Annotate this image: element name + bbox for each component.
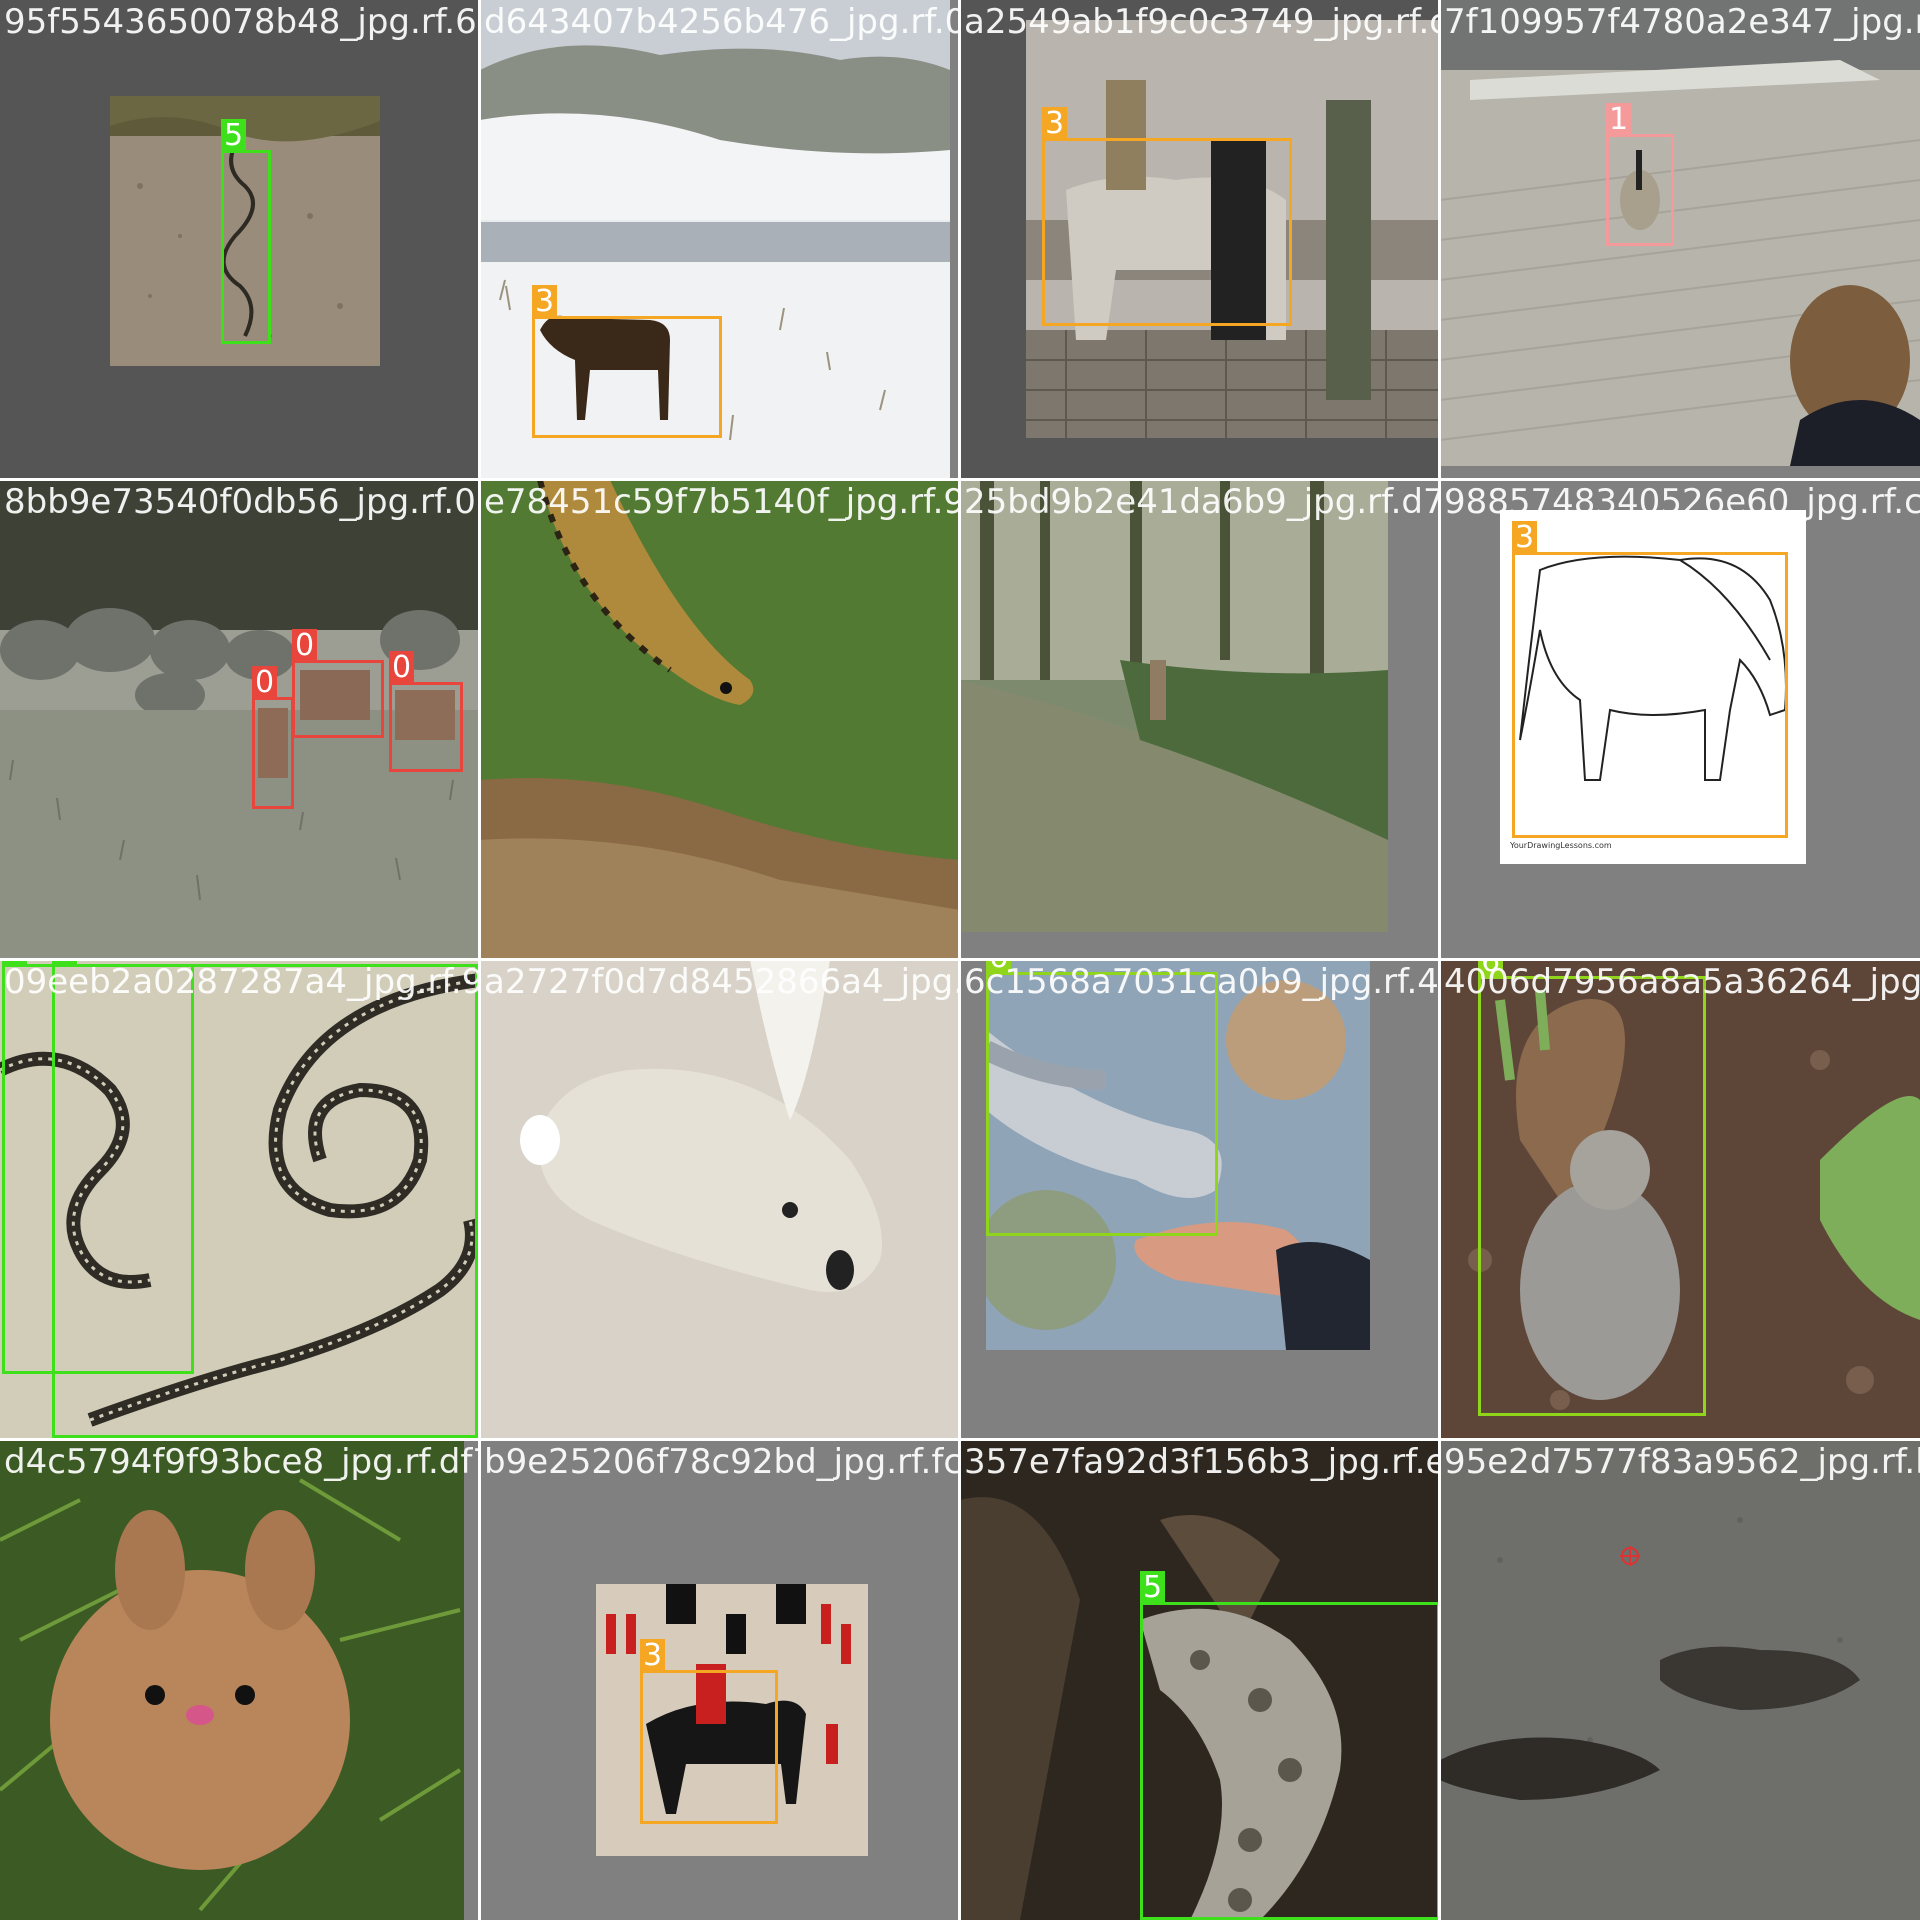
tile-image	[1440, 0, 1920, 466]
detection-box: 3	[532, 285, 722, 438]
tile-filename: 357e7fa92d3f156b3_jpg.rf.e4	[964, 1442, 1440, 1482]
tile-filename: 09eeb2a0287287a4_jpg.rf.9a	[4, 962, 480, 1002]
class-label: 5	[221, 119, 247, 153]
tile-filename: 6c1568a7031ca0b9_jpg.rf.4c	[964, 962, 1440, 1002]
detection-box: 3	[1512, 521, 1788, 838]
tile-filename: 4006d7956a8a5a36264_jpg.rf.e	[1444, 962, 1920, 1002]
class-label: 1	[1606, 103, 1632, 137]
detection-box: 0	[389, 651, 463, 772]
mosaic-tile-6: e78451c59f7b5140f_jpg.rf.97	[480, 480, 960, 960]
class-label: 5	[2, 960, 28, 967]
tile-filename: b9e25206f78c92bd_jpg.rf.fc5	[484, 1442, 960, 1482]
class-label: 0	[252, 666, 278, 700]
tile-image	[1440, 1440, 1920, 1920]
class-label: 0	[292, 629, 318, 663]
mosaic-tile-10: a2727f0d7d8452866a4_jpg.rf.5b	[480, 960, 960, 1440]
class-label: 3	[1042, 107, 1068, 141]
tile-image	[0, 960, 480, 1440]
mosaic-tile-15: 357e7fa92d3f156b3_jpg.rf.e4 5	[960, 1440, 1440, 1920]
tile-filename: 95e2d7577f83a9562_jpg.rf.b4	[1444, 1442, 1920, 1482]
grid-separator	[0, 478, 1920, 481]
tile-image	[986, 960, 1370, 1350]
tile-image	[480, 960, 960, 1440]
svg-text:YourDrawingLessons.com: YourDrawingLessons.com	[1509, 841, 1612, 850]
class-label: 3	[640, 1639, 666, 1673]
mosaic-tile-7: 25bd9b2e41da6b9_jpg.rf.d7	[960, 480, 1440, 960]
class-label: 3	[532, 285, 558, 319]
detection-box: 3	[640, 1639, 778, 1824]
detection-box: 6	[1478, 960, 1706, 1416]
detection-box: 0	[292, 629, 384, 738]
class-label: 3	[1512, 521, 1538, 555]
mosaic-tile-14: b9e25206f78c92bd_jpg.rf.fc5 3	[480, 1440, 960, 1920]
tile-filename: e78451c59f7b5140f_jpg.rf.97	[484, 482, 960, 522]
detection-box: 1	[1606, 103, 1674, 246]
mosaic-tile-5: 8bb9e73540f0db56_jpg.rf.0b 0 0 0	[0, 480, 480, 960]
class-label: 6	[1478, 960, 1504, 979]
detection-box: 5	[1140, 1571, 1440, 1920]
tile-image	[960, 1440, 1440, 1920]
grid-separator	[0, 1438, 1920, 1441]
detection-box: 3	[1042, 107, 1292, 326]
class-label: 5	[1140, 1571, 1166, 1605]
tile-image	[0, 480, 480, 960]
mosaic-tile-8: YourDrawingLessons.com 9885748340526e60_…	[1440, 480, 1920, 960]
tile-image	[0, 1440, 464, 1920]
tile-filename: d643407b4256b476_jpg.rf.0	[484, 2, 960, 42]
tile-image	[480, 0, 950, 480]
tile-filename: a2549ab1f9c0c3749_jpg.rf.cf	[964, 2, 1440, 42]
detection-box: 6	[986, 960, 1218, 1236]
mosaic-tile-1: 95f5543650078b48_jpg.rf.63 5	[0, 0, 480, 480]
tile-filename: d4c5794f9f93bce8_jpg.rf.df7	[4, 1442, 480, 1482]
tile-image: YourDrawingLessons.com	[1500, 510, 1806, 864]
tile-image	[480, 480, 960, 960]
detection-box: 5	[221, 119, 271, 344]
detection-box: 5	[52, 960, 478, 1438]
detection-box: 0	[252, 666, 294, 809]
class-label: 0	[389, 651, 415, 685]
tile-filename: 7f109957f4780a2e347_jpg.rf.0b	[1444, 2, 1920, 42]
tile-image	[960, 480, 1388, 932]
tile-filename: 95f5543650078b48_jpg.rf.63	[4, 2, 480, 42]
grid-separator	[0, 958, 1920, 961]
tile-filename: 9885748340526e60_jpg.rf.c8	[1444, 482, 1920, 522]
tile-filename: 8bb9e73540f0db56_jpg.rf.0b	[4, 482, 480, 522]
tile-filename: a2727f0d7d8452866a4_jpg.rf.5b	[484, 962, 960, 1002]
mosaic-tile-11: 6c1568a7031ca0b9_jpg.rf.4c 6	[960, 960, 1440, 1440]
tile-filename: 25bd9b2e41da6b9_jpg.rf.d7	[964, 482, 1440, 522]
class-label: 6	[986, 960, 1012, 975]
mosaic-tile-16: 95e2d7577f83a9562_jpg.rf.b4	[1440, 1440, 1920, 1920]
mosaic-tile-4: 7f109957f4780a2e347_jpg.rf.0b 1	[1440, 0, 1920, 480]
tile-image	[1026, 20, 1440, 438]
mosaic-tile-2: d643407b4256b476_jpg.rf.0 3	[480, 0, 960, 480]
mosaic-tile-9: 09eeb2a0287287a4_jpg.rf.9a 5 5	[0, 960, 480, 1440]
class-label: 5	[52, 960, 78, 967]
tile-image	[1440, 960, 1920, 1440]
mosaic-tile-13: d4c5794f9f93bce8_jpg.rf.df7	[0, 1440, 480, 1920]
mosaic-tile-12: 4006d7956a8a5a36264_jpg.rf.e 6	[1440, 960, 1920, 1440]
mosaic-tile-3: a2549ab1f9c0c3749_jpg.rf.cf 3	[960, 0, 1440, 480]
